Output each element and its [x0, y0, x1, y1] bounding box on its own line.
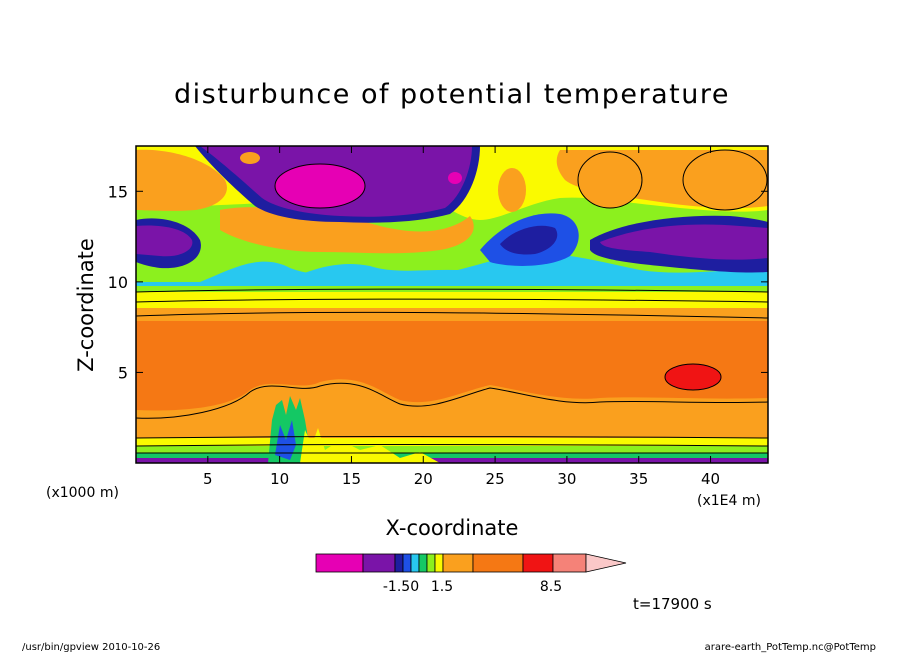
colorbar-segment: [426, 553, 436, 573]
colorbar: [315, 553, 627, 573]
colorbar-labels: -1.50 1.5 8.5: [383, 579, 562, 595]
x-tick-label: 15: [342, 470, 361, 488]
colorbar-segment: [410, 553, 420, 573]
y-tick-label: 5: [118, 363, 128, 382]
colorbar-segment: [472, 553, 524, 573]
x-axis-ticks: 5 10 15 20 25 30 35 40: [203, 146, 720, 488]
x-unit-left: (x1000 m): [46, 485, 119, 501]
footer-left: /usr/bin/gpview 2010-10-26: [22, 642, 160, 653]
y-axis-title: Z-coordinate: [74, 238, 98, 372]
colorbar-label: 8.5: [540, 579, 562, 595]
time-label: t=17900 s: [633, 595, 712, 613]
x-tick-label: 35: [629, 470, 648, 488]
y-tick-label: 10: [108, 273, 128, 292]
x-tick-label: 25: [486, 470, 505, 488]
x-tick-label: 40: [701, 470, 720, 488]
colorbar-segment: [434, 553, 444, 573]
x-tick-label: 30: [557, 470, 576, 488]
colorbar-segment: [552, 553, 587, 573]
colorbar-segment: [442, 553, 474, 573]
y-tick-label: 15: [108, 182, 128, 201]
colorbar-segment: [402, 553, 412, 573]
x-tick-label: 20: [414, 470, 433, 488]
x-unit-right: (x1E4 m): [697, 493, 761, 509]
y-axis-ticks: 5 10 15: [108, 182, 768, 382]
colorbar-segment: [315, 553, 364, 573]
colorbar-segment: [394, 553, 404, 573]
footer-right: arare-earth_PotTemp.nc@PotTemp: [705, 642, 876, 653]
colorbar-segment: [418, 553, 428, 573]
chart-title: disturbunce of potential temperature: [174, 79, 730, 110]
colorbar-segment: [522, 553, 554, 573]
plot-frame: [135, 145, 769, 464]
x-tick-label: 10: [270, 470, 289, 488]
colorbar-segment: [362, 553, 396, 573]
x-axis-title: X-coordinate: [386, 516, 519, 540]
contour-field: [136, 146, 768, 463]
colorbar-label: -1.50: [383, 579, 419, 595]
x-tick-label: 5: [203, 470, 213, 488]
colorbar-label: 1.5: [431, 579, 453, 595]
colorbar-extend-arrow: [585, 553, 627, 573]
